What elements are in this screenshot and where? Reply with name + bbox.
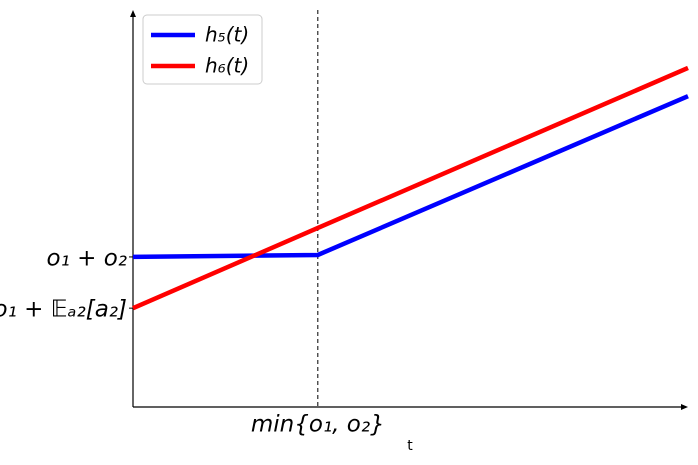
legend-label: h₆(t) (205, 54, 249, 78)
x-axis-arrow (681, 404, 688, 410)
x-axis-label: t (407, 438, 413, 454)
x-tick-label: min{o₁, o₂} (251, 412, 385, 438)
y-tick-label: o₁ + 𝔼ₐ₂[a₂] (0, 297, 127, 323)
y-tick-label: o₁ + o₂ (47, 245, 127, 271)
y-axis-arrow (130, 10, 136, 17)
legend-label: h₅(t) (205, 23, 249, 47)
series-line (132, 65, 689, 311)
series-line (132, 94, 689, 260)
